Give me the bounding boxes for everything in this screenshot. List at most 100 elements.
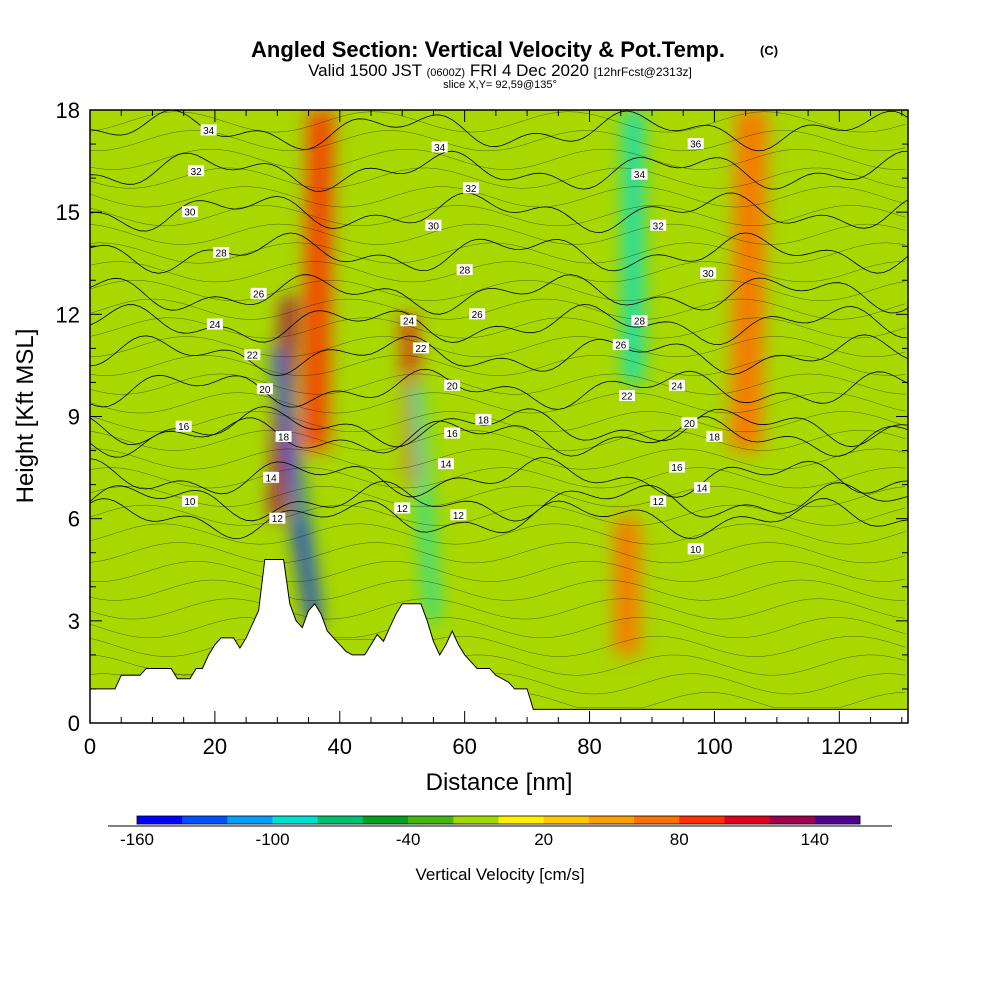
contour-label-bg — [619, 390, 636, 402]
theta-contour-minor — [90, 130, 905, 152]
chart-title-mark: (C) — [760, 43, 778, 58]
contour-label: 10 — [690, 545, 702, 556]
contour-label-bg — [668, 379, 685, 391]
x-tick-label: 20 — [203, 734, 227, 759]
contour-label-bg — [437, 458, 454, 470]
x-axis: 0 20 40 60 80 100 120 — [84, 110, 903, 759]
colorbar-swatch — [227, 816, 273, 824]
contour-label: 30 — [703, 269, 715, 280]
plot-background — [90, 110, 908, 723]
y-tick-label: 15 — [56, 200, 80, 225]
contour-label: 14 — [440, 460, 452, 471]
contour-label-bg — [462, 182, 479, 194]
colorbar-tick-label: -160 — [120, 830, 154, 849]
theta-contour-minor — [90, 467, 905, 489]
contour-label: 22 — [415, 344, 427, 355]
contour-label: 32 — [465, 184, 477, 195]
theta-contour-minor — [90, 261, 905, 283]
theta-contour-14 — [90, 457, 908, 498]
theta-contour-20 — [90, 368, 908, 410]
chart-title: Angled Section: Vertical Velocity & Pot.… — [251, 37, 725, 62]
contour-label-bg — [693, 482, 710, 494]
theta-contour-minor — [90, 298, 905, 320]
colorbar-swatch — [137, 816, 183, 824]
theta-contour-minor — [90, 373, 905, 395]
y-tick-label: 0 — [68, 711, 80, 736]
colorbar-swatch — [408, 816, 454, 824]
theta-contour-minor — [90, 317, 905, 339]
theta-contour-12 — [90, 498, 908, 540]
y-tick-label: 9 — [68, 405, 80, 430]
theta-contour-34 — [90, 110, 908, 152]
theta-contour-minor — [90, 354, 905, 376]
contour-label-bg — [394, 502, 411, 514]
theta-contour-minor — [90, 186, 905, 208]
contour-label: 20 — [259, 385, 271, 396]
theta-contour-minor — [90, 111, 905, 133]
contour-label: 12 — [453, 511, 465, 522]
contour-label-bg — [650, 219, 667, 231]
y-tick-label: 6 — [68, 507, 80, 532]
theta-contour-minor — [90, 579, 905, 601]
theta-contour-minor — [90, 392, 905, 414]
velocity-feature-1 — [271, 348, 322, 621]
colorbar-swatch — [769, 816, 816, 824]
contour-label: 30 — [184, 208, 196, 219]
contour-label-bg — [425, 219, 442, 231]
contour-label-bg — [256, 383, 273, 395]
colorbar-swatch — [679, 816, 725, 824]
contour-label: 24 — [671, 381, 683, 392]
contour-label-bg — [188, 165, 205, 177]
theta-contour-minor — [90, 635, 905, 657]
theta-contour-minor — [90, 205, 905, 227]
theta-contour-minor — [90, 617, 905, 639]
theta-contour-22 — [90, 334, 908, 377]
contour-label-bg — [450, 509, 467, 521]
contour-label-bg — [650, 495, 667, 507]
contour-label-bg — [269, 512, 286, 524]
theta-contour-24 — [90, 304, 908, 345]
slice-label: slice X,Y= 92,59@135° — [443, 79, 557, 91]
contour-label-bg — [206, 318, 223, 330]
contour-label-bg — [700, 267, 717, 279]
contour-label: 18 — [709, 432, 721, 443]
contour-label-bg — [431, 141, 448, 153]
contour-label: 32 — [653, 221, 665, 232]
contour-label: 20 — [447, 381, 459, 392]
velocity-feature-6 — [614, 518, 640, 655]
contour-label-bg — [275, 430, 292, 442]
colorbar-swatch — [724, 816, 770, 824]
theta-contour-minor — [90, 504, 905, 526]
contour-label-bg — [263, 471, 280, 483]
colorbar-swatch — [362, 816, 409, 824]
colorbar-swatch — [182, 816, 228, 824]
contour-label-bg — [213, 247, 230, 259]
theta-contour-30 — [90, 192, 908, 233]
theta-contour-minor — [90, 280, 905, 301]
contour-labels: 10 12 14 16 18 20 22 24 26 28 30 32 34 34 32 30 28 26 24 22… — [175, 124, 723, 556]
contour-label-bg — [687, 138, 704, 150]
x-tick-label: 80 — [577, 734, 601, 759]
subtitle-valid: Valid 1500 JST — [308, 61, 422, 80]
contour-label: 12 — [272, 514, 284, 525]
terrain — [90, 559, 908, 723]
colorbar-swatch — [814, 816, 861, 824]
velocity-field — [269, 110, 768, 655]
theta-contours — [90, 110, 908, 709]
x-tick-label: 120 — [821, 734, 858, 759]
contour-label: 30 — [428, 221, 440, 232]
colorbar-swatch — [453, 816, 499, 824]
contour-label-bg — [631, 315, 648, 327]
colorbar-swatch — [634, 816, 680, 824]
theta-contour-minor — [90, 148, 905, 170]
colorbar-tick-label: 140 — [801, 830, 829, 849]
theta-contour-minor — [90, 411, 905, 433]
chart-subtitle: Valid 1500 JST (0600Z) FRI 4 Dec 2020 [1… — [308, 61, 692, 80]
theta-contour-minor — [90, 223, 905, 245]
colorbar-tick-label: 20 — [534, 830, 553, 849]
contour-label: 24 — [209, 320, 221, 331]
contour-label: 12 — [397, 504, 409, 515]
contour-label-bg — [475, 413, 492, 425]
contour-label-bg — [250, 287, 267, 299]
theta-contour-32 — [90, 150, 908, 192]
